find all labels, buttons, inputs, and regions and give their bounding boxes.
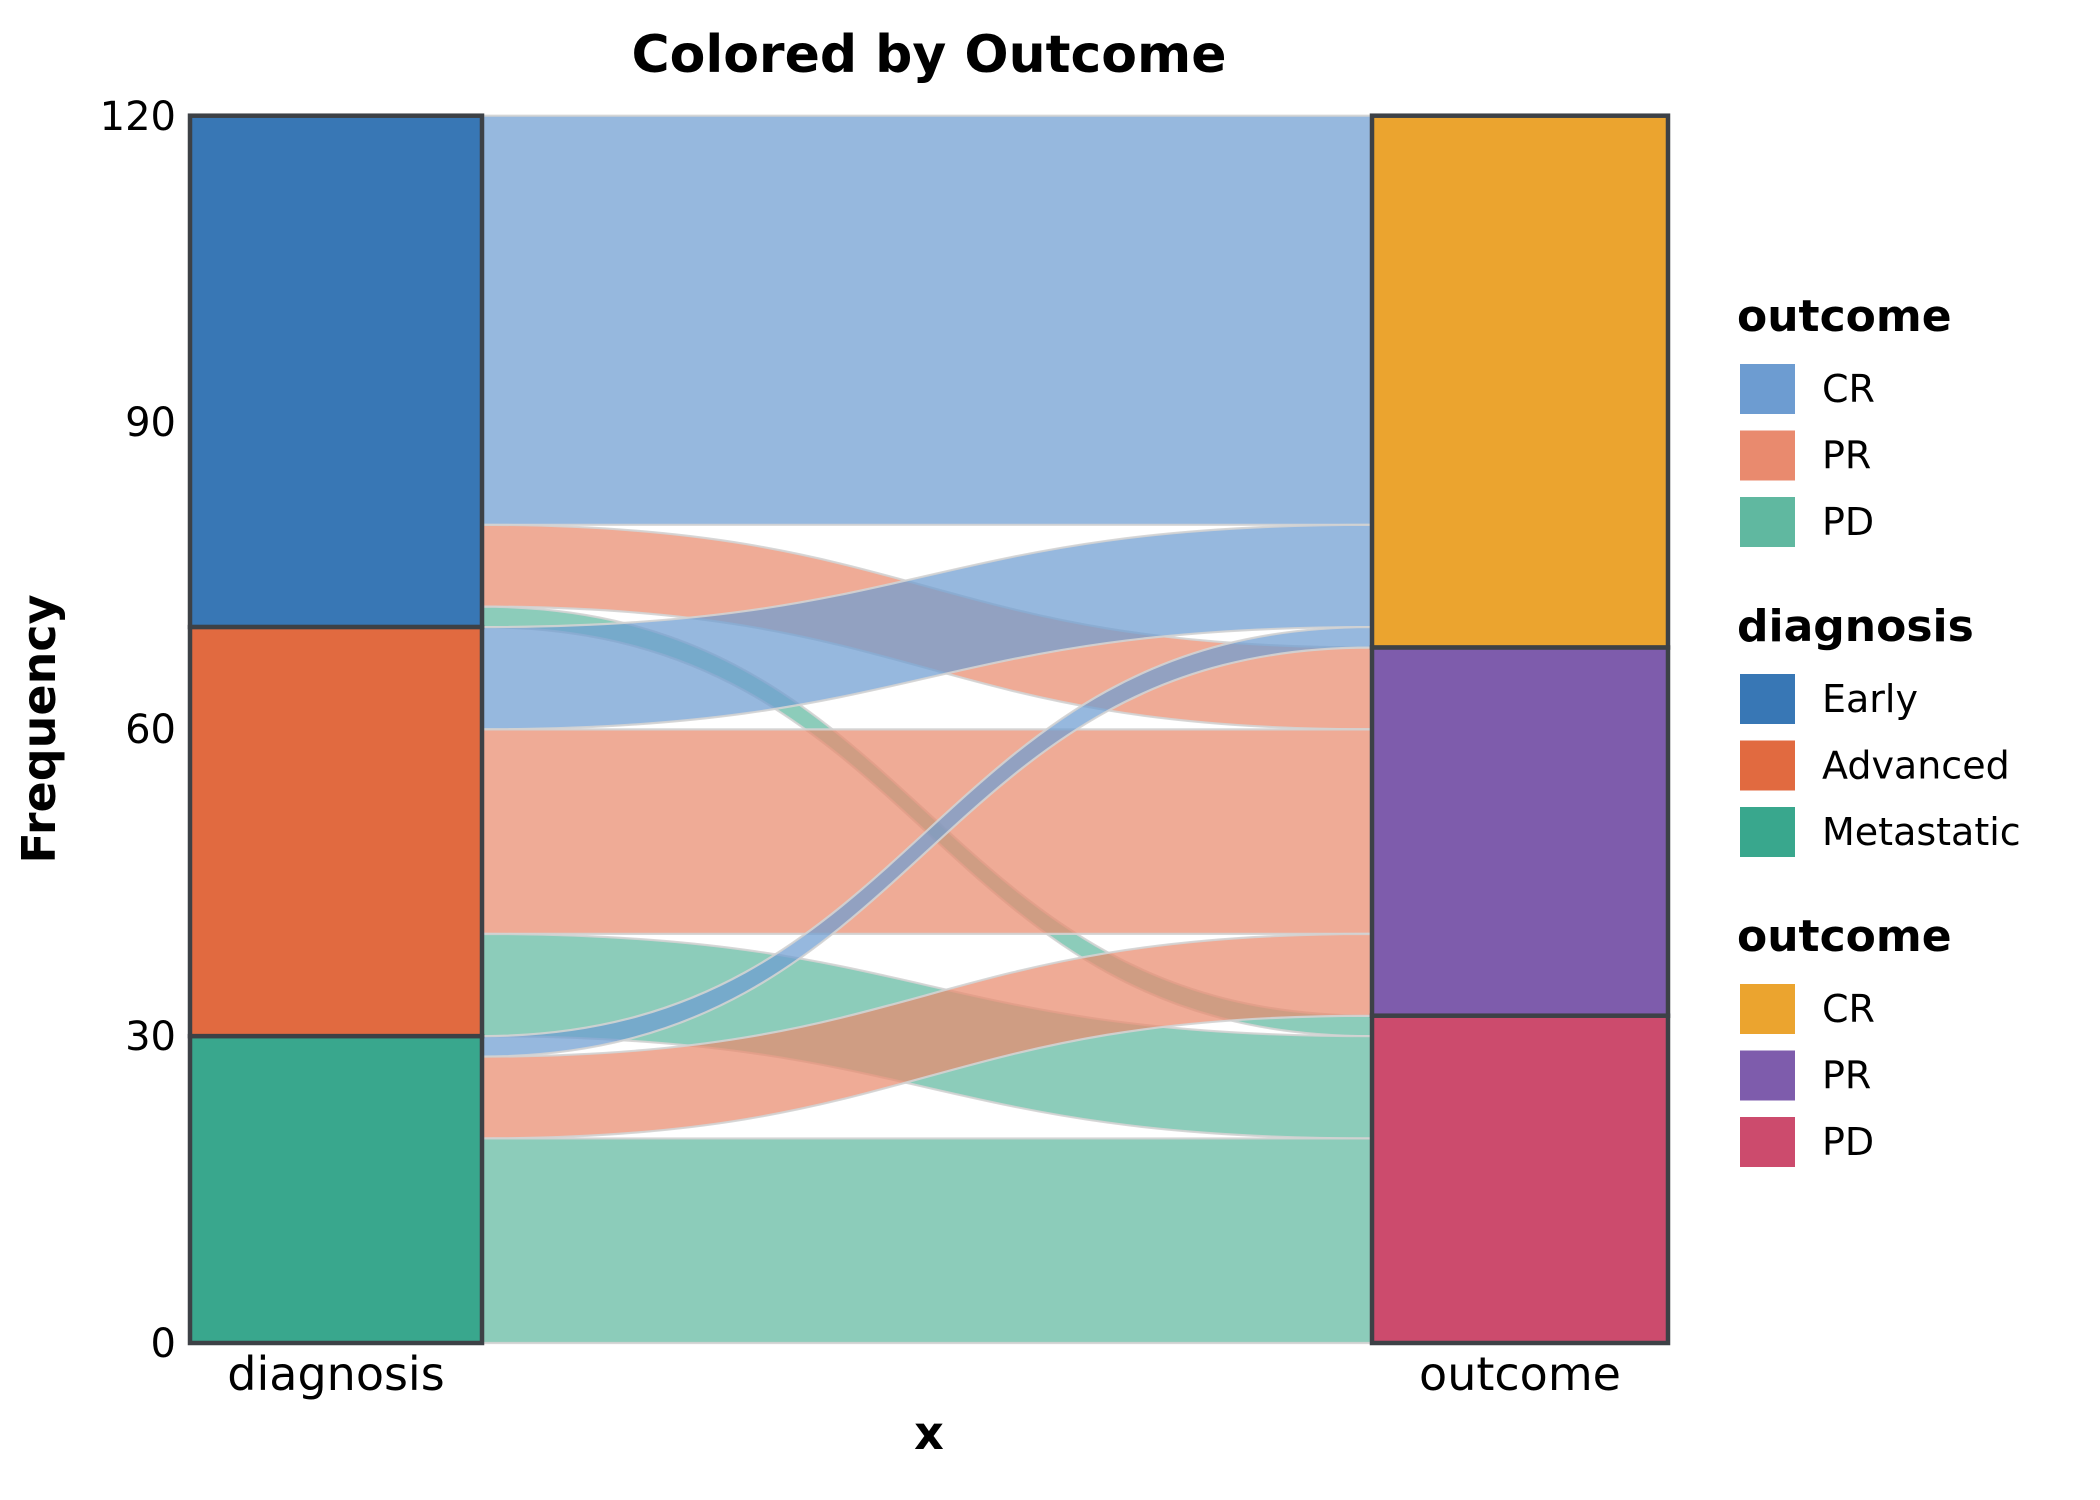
legend-label: PR [1822, 434, 1871, 478]
y-tick: 60 [125, 707, 176, 753]
legend-swatch-metastatic [1740, 807, 1795, 857]
chart-title: Colored by Outcome [632, 25, 1227, 85]
legend-swatch-advanced [1740, 740, 1795, 791]
legend-swatch-pd [1740, 497, 1795, 547]
legend-label: CR [1822, 987, 1875, 1031]
stratum-diagnosis-metastatic [187, 1033, 485, 1346]
legend-swatch-pr [1740, 1050, 1795, 1101]
y-axis-label: Frequency [12, 594, 66, 863]
stratum-diagnosis-early [187, 113, 485, 630]
y-tick-labels: 0 30 60 90 120 [100, 94, 176, 1367]
stratum-outcome-pr [1369, 645, 1671, 1018]
flow-metastatic-pd [479, 1137, 1373, 1345]
flow-layer [479, 114, 1373, 1345]
legend-label: PD [1822, 1120, 1874, 1164]
x-tick-diagnosis: diagnosis [227, 1347, 444, 1401]
y-tick: 30 [125, 1014, 176, 1060]
legend-swatch-cr [1740, 984, 1795, 1034]
x-tick-labels: diagnosis outcome [227, 1347, 1621, 1401]
stratum-diagnosis-advanced [187, 624, 485, 1039]
strata-layer [187, 113, 1671, 1346]
legend-label: PR [1822, 1054, 1871, 1098]
legend-label: PD [1822, 500, 1874, 544]
legend-swatch-cr [1740, 364, 1795, 414]
stratum-outcome-cr [1369, 113, 1671, 650]
legend-swatch-pd [1740, 1117, 1795, 1167]
legend-swatch-pr [1740, 430, 1795, 481]
legend: outcome CR PR PD diagnosis Early Advanced Metas… [1737, 291, 2021, 1167]
y-tick: 120 [100, 94, 176, 140]
y-tick: 0 [151, 1321, 176, 1367]
legend-title: outcome [1737, 291, 1952, 342]
x-axis-label: x [914, 1406, 944, 1460]
legend-swatch-early [1740, 674, 1795, 724]
flow-early-cr [479, 114, 1373, 526]
y-tick: 90 [125, 400, 176, 446]
legend-title: outcome [1737, 911, 1952, 962]
stratum-outcome-pd [1369, 1013, 1671, 1346]
x-tick-outcome: outcome [1419, 1347, 1621, 1401]
legend-label: CR [1822, 367, 1875, 411]
legend-title: diagnosis [1737, 601, 1974, 652]
legend-label: Metastatic [1822, 810, 2021, 854]
legend-label: Advanced [1822, 744, 2010, 788]
legend-label: Early [1822, 677, 1918, 721]
